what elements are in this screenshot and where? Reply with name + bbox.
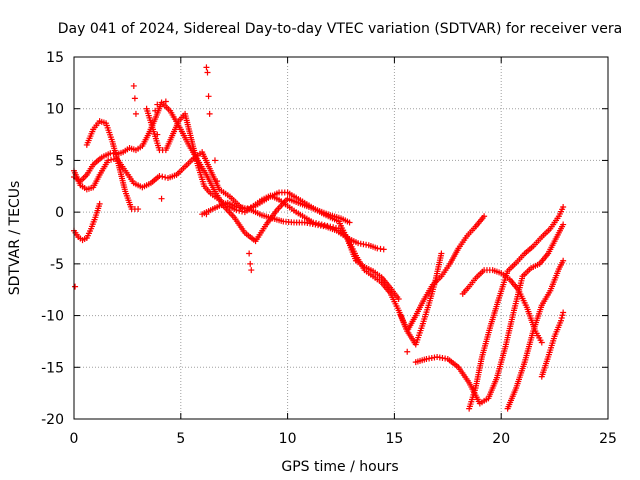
y-tick-label: -10 — [41, 309, 64, 325]
y-axis-label: SDTVAR / TECUs — [7, 181, 23, 296]
x-tick-label: 0 — [70, 431, 79, 447]
data-point — [214, 178, 221, 185]
y-tick-label: 0 — [55, 205, 64, 221]
data-point — [560, 221, 567, 228]
data-point — [72, 283, 79, 290]
data-point — [203, 211, 210, 218]
y-tick-label: 5 — [55, 153, 64, 169]
data-point — [310, 219, 317, 226]
data-point — [315, 220, 322, 227]
chart-title: Day 041 of 2024, Sidereal Day-to-day VTE… — [58, 21, 622, 37]
plot-frame — [73, 56, 609, 420]
data-point — [241, 206, 248, 213]
y-tick-label: 10 — [46, 102, 64, 118]
data-point — [346, 219, 353, 226]
data-point — [246, 250, 253, 257]
data-point — [481, 213, 488, 220]
data-point — [313, 220, 320, 227]
data-point — [211, 157, 218, 164]
data-point — [560, 309, 567, 316]
data-point — [327, 223, 334, 230]
data-point — [380, 246, 387, 253]
data-point — [158, 195, 165, 202]
data-point — [156, 172, 163, 179]
data-point — [130, 82, 137, 89]
data-point — [248, 267, 255, 274]
data-point — [318, 221, 325, 228]
x-tick-label: 20 — [492, 431, 510, 447]
y-tick-label: -20 — [41, 412, 64, 428]
data-point — [395, 296, 402, 303]
data-point — [96, 200, 103, 207]
data-point — [152, 107, 159, 114]
data-point — [203, 64, 210, 71]
data-point — [205, 93, 212, 100]
y-tick-label: -15 — [41, 360, 64, 376]
data-point — [204, 69, 211, 76]
data-point — [333, 225, 340, 232]
x-tick-label: 5 — [176, 431, 185, 447]
data-point — [105, 157, 112, 164]
data-point — [324, 222, 331, 229]
data-point — [108, 156, 115, 163]
data-points — [71, 64, 567, 412]
data-point — [404, 348, 411, 355]
data-point — [560, 257, 567, 264]
data-point — [247, 260, 254, 267]
data-point — [559, 312, 566, 319]
data-point — [321, 222, 328, 229]
data-point — [244, 205, 251, 212]
grid-lines — [74, 57, 608, 419]
data-point — [132, 110, 139, 117]
data-point — [206, 110, 213, 117]
x-tick-label: 25 — [599, 431, 617, 447]
x-tick-label: 10 — [279, 431, 297, 447]
data-point — [438, 250, 445, 257]
x-axis-label: GPS time / hours — [281, 459, 398, 475]
data-point — [538, 339, 545, 346]
data-point — [560, 203, 567, 210]
data-point — [154, 131, 161, 138]
data-point — [239, 205, 246, 212]
data-point — [236, 204, 243, 211]
data-point — [131, 95, 138, 102]
data-point — [154, 101, 161, 108]
data-point — [247, 204, 254, 211]
data-point — [558, 317, 565, 324]
tick-labels: 0 5 10 15 20 25 -20 -15 -10 -5 0 5 10 15 — [41, 50, 617, 447]
data-point — [233, 203, 240, 210]
data-point — [135, 206, 142, 213]
data-point — [558, 314, 565, 321]
x-tick-label: 15 — [385, 431, 403, 447]
data-point — [159, 173, 166, 180]
data-point — [330, 224, 337, 231]
y-tick-label: 15 — [46, 50, 64, 66]
data-point — [162, 98, 169, 105]
y-tick-label: -5 — [50, 257, 64, 273]
